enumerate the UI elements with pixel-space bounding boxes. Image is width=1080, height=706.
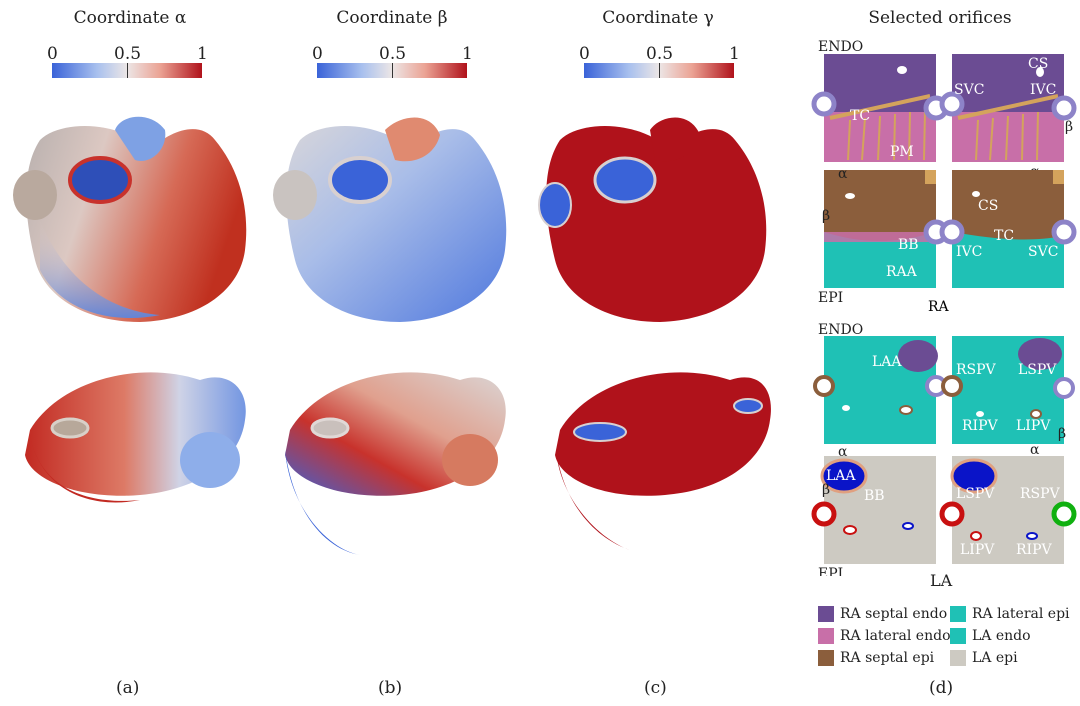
colorbar-tick-1: 1 — [729, 44, 740, 64]
label-tc: TC — [850, 108, 870, 124]
label-lspv: LSPV — [1018, 362, 1057, 378]
label-ripv: RIPV — [1016, 542, 1052, 558]
label-bb: BB — [864, 488, 885, 504]
colorbar-midmark — [392, 63, 393, 78]
colorbar-alpha: 0 0.5 1 — [47, 44, 212, 84]
legend-swatch — [950, 628, 966, 644]
label-cs: CS — [1028, 56, 1048, 72]
title-alpha: Coordinate α — [73, 8, 187, 28]
panel-label-b: (b) — [378, 678, 403, 698]
label-lipv: LIPV — [960, 542, 995, 558]
ra-epi-map-left: BB RAA — [824, 170, 949, 288]
legend-item: RA lateral endo — [818, 628, 951, 644]
title-selected-orifices: Selected orifices — [868, 8, 1012, 28]
legend-label: RA lateral epi — [972, 606, 1070, 622]
endo-label-la: ENDO — [818, 322, 863, 338]
heart-gamma-bottom — [555, 372, 771, 550]
colorbar-gamma: 0 0.5 1 — [579, 44, 744, 84]
label-svc: SVC — [954, 82, 984, 98]
label-lspv: LSPV — [956, 486, 995, 502]
label-tc: TC — [994, 228, 1014, 244]
title-beta: Coordinate β — [336, 8, 448, 28]
ra-endo-map-left: TC PM — [811, 54, 949, 162]
la-section-label: LA — [930, 571, 953, 590]
legend-label: LA endo — [972, 628, 1031, 644]
label-lipv: LIPV — [1016, 418, 1051, 434]
axis-alpha-label: α — [838, 166, 848, 182]
label-ripv: RIPV — [962, 418, 998, 434]
legend-label: RA septal epi — [840, 650, 935, 666]
legend-swatch — [818, 606, 834, 622]
axis-beta-label: β — [1065, 119, 1073, 135]
title-gamma: Coordinate γ — [602, 8, 714, 28]
legend-label: RA lateral endo — [840, 628, 951, 644]
label-bb: BB — [898, 237, 919, 253]
label-ivc: IVC — [1030, 82, 1056, 98]
label-raa: RAA — [886, 264, 918, 280]
label-laa: LAA — [872, 354, 902, 370]
label-rspv: RSPV — [1020, 486, 1061, 502]
endo-label-ra: ENDO — [818, 39, 863, 55]
heart-alpha-top — [13, 116, 247, 322]
legend-label: RA septal endo — [840, 606, 948, 622]
colorbar-tick-1: 1 — [197, 44, 208, 64]
heart-renderings — [13, 116, 771, 555]
ra-epi-map-right: CS TC IVC SVC — [939, 170, 1077, 288]
heart-gamma-top — [538, 117, 767, 322]
legend-swatch — [818, 628, 834, 644]
la-epi-map-right: LSPV RSPV LIPV RIPV — [939, 456, 1077, 564]
colorbar-beta: 0 0.5 1 — [312, 44, 477, 84]
colorbar-tick-0: 0 — [47, 44, 58, 64]
colorbar-tick-half: 0.5 — [379, 44, 407, 64]
legend-item: LA epi — [950, 650, 1018, 666]
axis-beta-label: β — [822, 208, 830, 224]
label-laa: LAA — [826, 468, 856, 484]
ra-section-label: RA — [928, 299, 950, 315]
legend-swatch — [950, 650, 966, 666]
epi-label-la: EPI — [818, 566, 843, 576]
axis-beta-label: β — [822, 482, 830, 498]
legend-swatch — [950, 606, 966, 622]
colorbar-tick-half: 0.5 — [646, 44, 674, 64]
la-endo-map-right: RSPV LSPV RIPV LIPV — [941, 336, 1075, 444]
legend-item: RA septal endo — [818, 606, 947, 622]
label-pm: PM — [890, 144, 914, 160]
legend-item: LA endo — [950, 628, 1031, 644]
label-ivc: IVC — [956, 244, 982, 260]
axis-alpha-label: α — [1030, 442, 1040, 458]
legend-item: RA septal epi — [818, 650, 934, 666]
heart-beta-bottom — [285, 372, 506, 555]
legend-swatch — [818, 650, 834, 666]
heart-alpha-bottom — [25, 372, 246, 503]
label-cs: CS — [978, 198, 998, 214]
label-rspv: RSPV — [956, 362, 997, 378]
colorbar-midmark — [127, 63, 128, 78]
legend-item: RA lateral epi — [950, 606, 1070, 622]
la-epi-map-left: LAA BB — [811, 456, 936, 564]
heart-beta-top — [273, 117, 507, 322]
ra-endo-map-right: CS SVC IVC — [939, 54, 1077, 162]
legend-label: LA epi — [972, 650, 1018, 666]
orifice-maps: ENDO TC PM CS SVC IVC α β — [811, 39, 1077, 576]
colorbar-tick-0: 0 — [579, 44, 590, 64]
panel-label-c: (c) — [644, 678, 667, 698]
la-endo-map-left: LAA — [813, 336, 947, 444]
axis-beta-label: β — [1058, 426, 1066, 442]
colorbar-tick-1: 1 — [462, 44, 473, 64]
panel-label-d: (d) — [929, 678, 954, 698]
label-svc: SVC — [1028, 244, 1058, 260]
colorbar-tick-half: 0.5 — [114, 44, 142, 64]
axis-alpha-label: α — [838, 444, 848, 460]
epi-label-ra: EPI — [818, 290, 843, 306]
colorbar-midmark — [659, 63, 660, 78]
panel-label-a: (a) — [116, 678, 140, 698]
colorbar-tick-0: 0 — [312, 44, 323, 64]
